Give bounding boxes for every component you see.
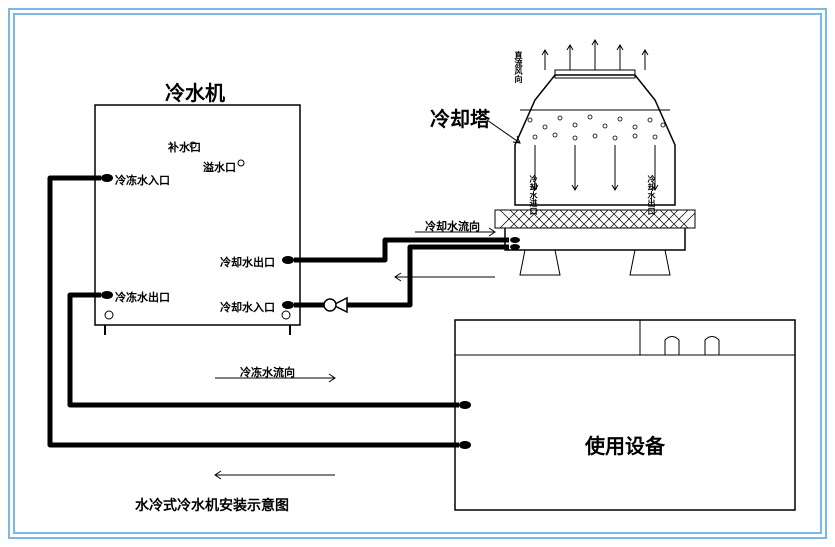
diagram-canvas: 冷水机 冷却塔 使用设备 补水口 溢水口 冷冻水入口 冷冻水出口 冷却水出口 冷… [15,15,820,532]
pump-icon [324,298,347,312]
tower-out-small: 冷却水出口 [647,175,655,215]
tower-top-small: 直流风向 [513,51,524,83]
diagram-frame: 冷水机 冷却塔 使用设备 补水口 溢水口 冷冻水入口 冷冻水出口 冷却水出口 冷… [0,0,835,547]
cool-in-label: 冷却水入口 [220,299,275,315]
chiller-title: 冷水机 [165,77,225,106]
tower-in-small: 冷却水进口 [529,175,537,215]
tower-title: 冷却塔 [430,103,490,132]
fill-water-label: 补水口 [168,139,201,155]
cool-out-label: 冷却水出口 [220,254,275,270]
diagram-title: 水冷式冷水机安装示意图 [135,495,289,515]
chill-in-label: 冷冻水入口 [115,172,170,188]
tower-pointer [487,120,520,143]
chill-flow-label: 冷冻水流向 [240,364,295,380]
overflow-label: 溢水口 [203,159,236,175]
diagram-svg [15,15,820,532]
cooling-flow-label: 冷却水流向 [425,218,480,234]
equipment-box [455,320,795,510]
chill-out-label: 冷冻水出口 [115,289,170,305]
equipment-title: 使用设备 [585,430,665,459]
cooling-tower [495,40,695,275]
